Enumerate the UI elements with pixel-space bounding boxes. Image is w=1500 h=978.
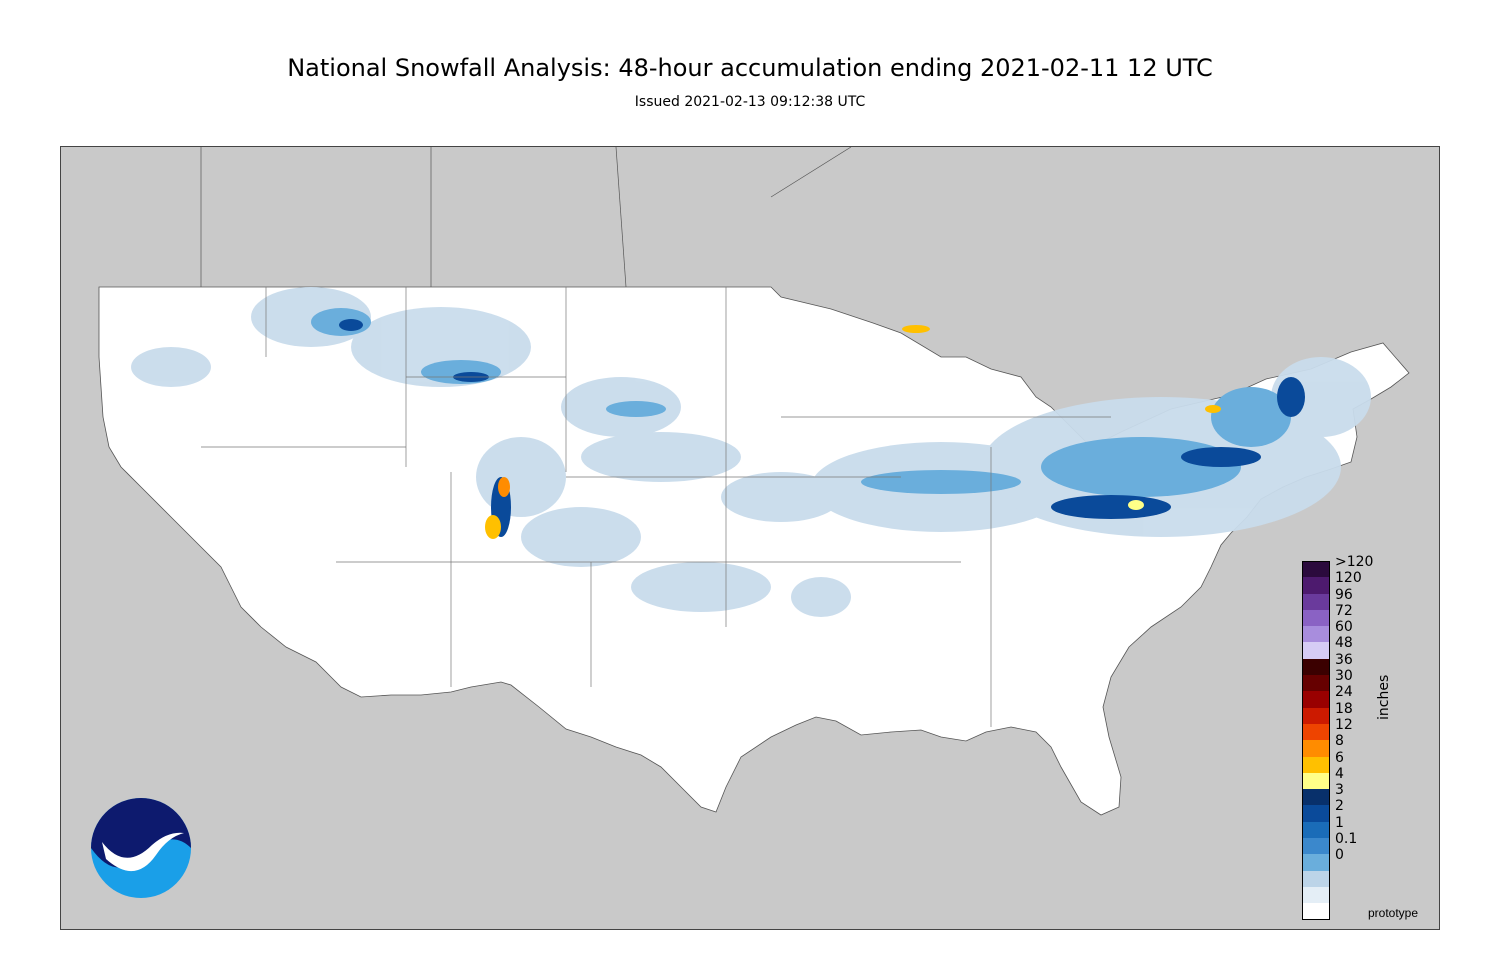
legend-label: >120 [1335,554,1374,570]
legend-labels: >120 120 96 72 60 48 36 30 24 18 12 8 6 4 3 2 1 0.1 0 [1335,554,1373,864]
legend-label: 72 [1335,602,1353,619]
legend-swatch [1302,577,1330,594]
snowfall-map[interactable] [60,146,1440,930]
legend-label: 120 [1335,570,1362,587]
legend-swatch [1302,609,1330,627]
legend-swatch [1302,821,1330,839]
legend-swatch [1302,740,1330,757]
legend-label: 0 [1335,847,1344,864]
legend-label: 18 [1335,700,1353,717]
noaa-logo-icon [91,798,191,898]
legend-swatch [1302,838,1330,855]
legend-label: 24 [1335,684,1353,701]
legend-swatch [1302,707,1330,724]
legend-swatch [1302,772,1330,790]
legend-swatch [1302,903,1330,920]
legend-label: 48 [1335,635,1353,652]
legend-label: 1 [1335,814,1344,831]
us-land [98,286,1410,816]
snowfall-peaks [485,325,1221,539]
legend-swatch [1302,658,1330,676]
legend-label: 2 [1335,798,1344,815]
legend-swatch [1302,675,1330,692]
map-title: National Snowfall Analysis: 48-hour accu… [287,54,1213,82]
state-boundaries [201,287,1111,727]
legend-swatch [1302,789,1330,806]
legend-units: inches [1376,674,1392,720]
legend-label: 0.1 [1335,831,1358,848]
legend-swatch [1302,691,1330,708]
neighbor-lines [200,147,852,288]
color-legend [1302,561,1330,920]
legend-swatch [1302,854,1330,871]
legend-swatch [1302,886,1330,904]
legend-label: 60 [1335,619,1353,636]
legend-label: 4 [1335,765,1344,782]
legend-swatch [1302,805,1330,822]
legend-label: 8 [1335,733,1344,750]
legend-label: 6 [1335,749,1344,766]
legend-label: 3 [1335,782,1344,799]
legend-label: 12 [1335,716,1353,733]
legend-swatch [1302,626,1330,643]
legend-swatch [1302,723,1330,741]
legend-swatch [1302,561,1330,578]
legend-swatch [1302,870,1330,887]
legend-swatch [1302,642,1330,659]
issued-timestamp: Issued 2021-02-13 09:12:38 UTC [634,94,866,110]
legend-label: 30 [1335,668,1353,685]
prototype-label: prototype [1368,906,1419,920]
legend-label: 36 [1335,651,1353,668]
legend-swatch [1302,756,1330,773]
legend-label: 96 [1335,586,1353,603]
map-svg [98,147,1410,816]
legend-swatch [1302,593,1330,610]
